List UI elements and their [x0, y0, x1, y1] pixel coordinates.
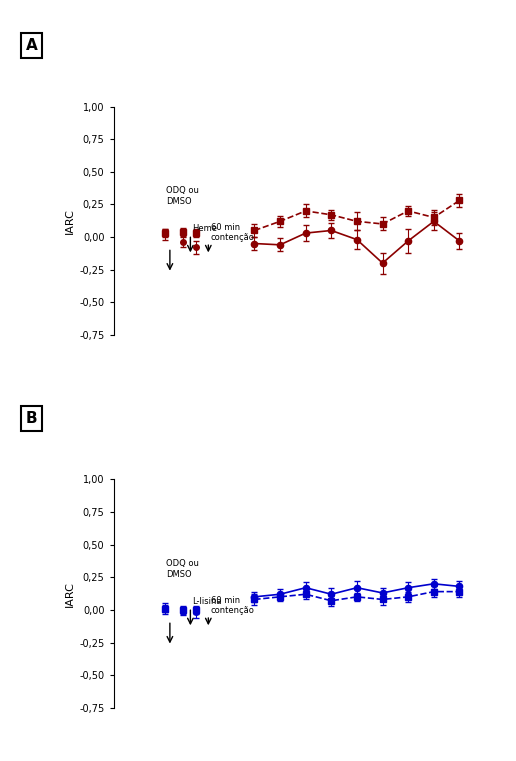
Text: ODQ ou
DMSO: ODQ ou DMSO [166, 186, 199, 205]
Text: B: B [26, 411, 38, 426]
Y-axis label: IARC: IARC [65, 208, 75, 234]
Text: A: A [26, 38, 38, 53]
Text: 60 min
contenção: 60 min contenção [211, 596, 255, 615]
Text: L-lisina: L-lisina [191, 597, 221, 606]
Text: Heme: Heme [191, 224, 217, 233]
Y-axis label: IARC: IARC [65, 581, 75, 607]
Text: ODQ ou
DMSO: ODQ ou DMSO [166, 559, 199, 578]
Text: 60 min
contenção: 60 min contenção [211, 223, 255, 242]
